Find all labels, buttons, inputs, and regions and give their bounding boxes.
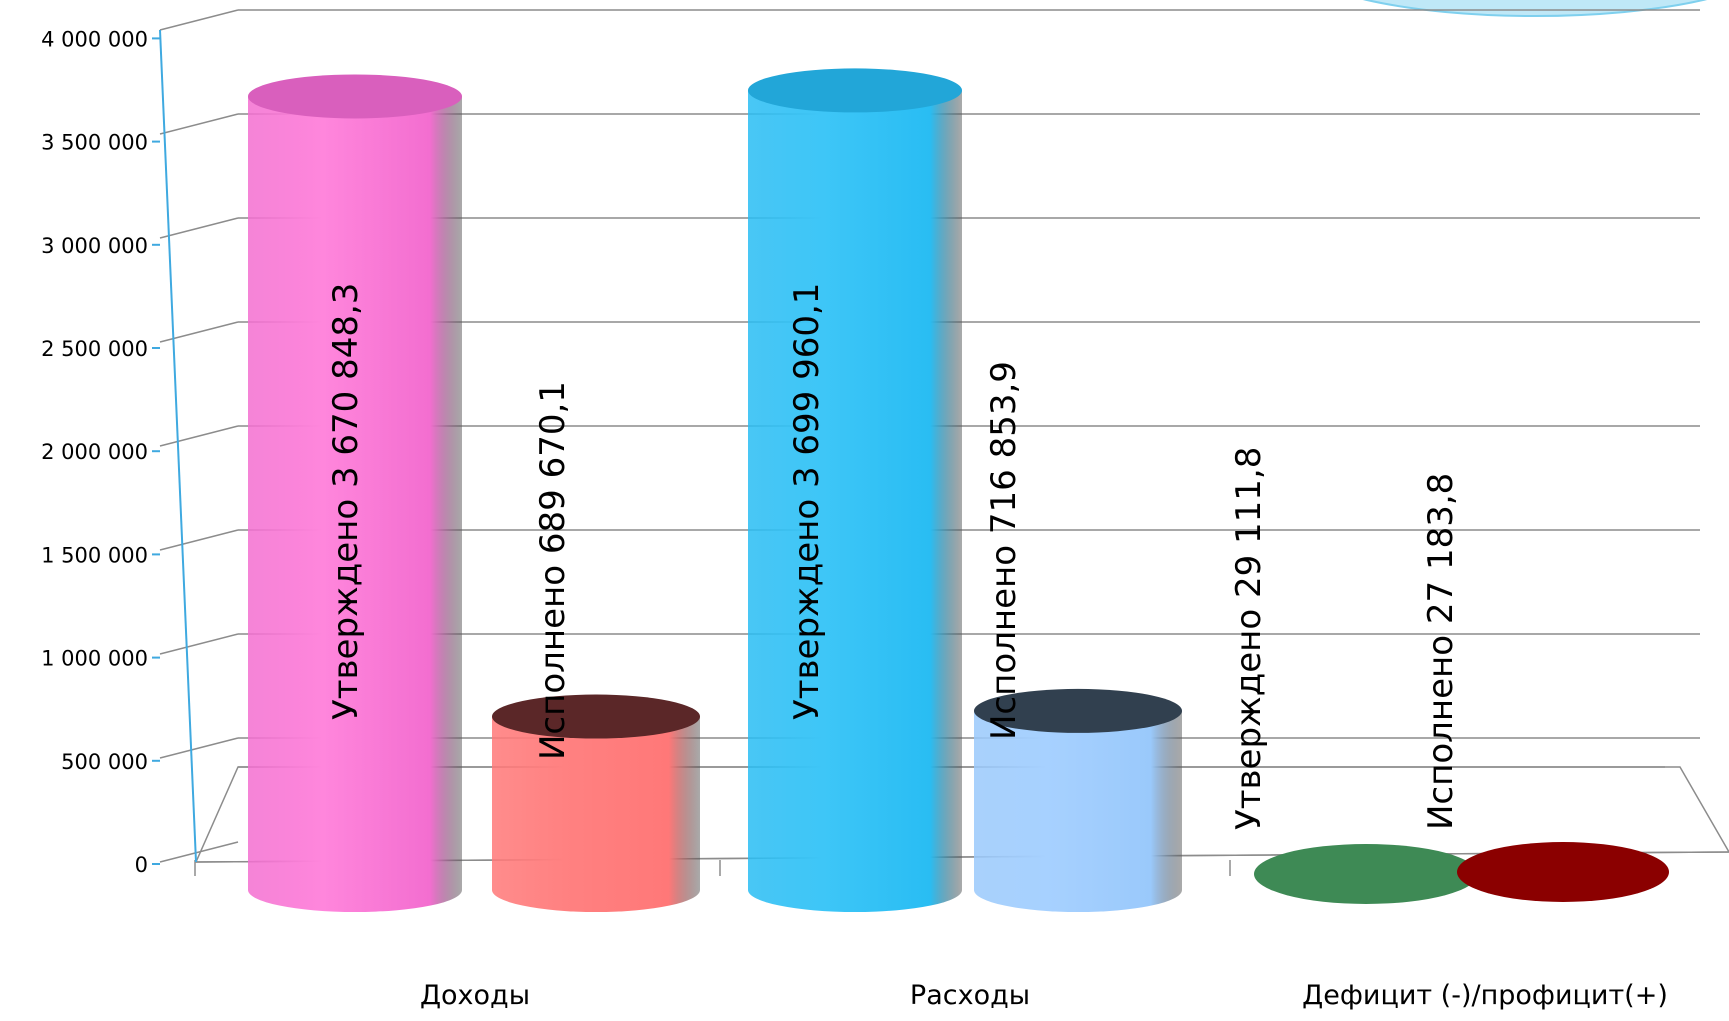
y-tick-label: 4 000 000 — [41, 27, 148, 51]
gridline-diagonal — [159, 217, 239, 239]
y-tick-label: 500 000 — [61, 750, 148, 774]
bar-body — [492, 716, 700, 912]
data-label: Исполнено 716 853,9 — [984, 361, 1024, 740]
data-label: Исполнено 689 670,1 — [533, 381, 573, 760]
gridline-diagonal — [159, 425, 239, 447]
bar — [748, 68, 962, 912]
data-labels: Утверждено 3 670 848,3 Исполнено 689 670,… — [326, 283, 1461, 830]
category-label: Дефицит (-)/профицит(+) — [1302, 980, 1668, 1011]
bar-body — [748, 90, 962, 912]
bar-body — [248, 96, 462, 912]
y-tick-labels: 0 500 000 1 000 000 1 500 000 2 000 000 2 500… — [41, 27, 148, 877]
gridline-diagonal — [159, 113, 239, 135]
bar-body — [974, 710, 1182, 912]
decorative-ellipse-group — [1362, 0, 1708, 17]
bars — [248, 68, 1669, 912]
y-tick-label: 2 500 000 — [41, 337, 148, 361]
y-axis-line — [159, 29, 197, 863]
gridline-diagonal — [159, 321, 239, 343]
gridline-diagonal — [159, 737, 239, 759]
bar-disc — [1254, 844, 1478, 904]
y-tick-label: 1 500 000 — [41, 543, 148, 567]
y-tick-label: 3 000 000 — [41, 234, 148, 258]
data-label: Утверждено 3 670 848,3 — [326, 283, 366, 720]
gridline-diagonal — [159, 633, 239, 655]
y-tick-label: 2 000 000 — [41, 440, 148, 464]
data-label: Утверждено 29 111,8 — [1229, 447, 1269, 830]
bar-cap — [748, 68, 962, 113]
y-tick-label: 1 000 000 — [41, 647, 148, 671]
bar-cap — [974, 688, 1182, 733]
decorative-ellipse — [1362, 0, 1708, 17]
category-labels: Доходы Расходы Дефицит (-)/профицит(+) — [420, 980, 1668, 1011]
data-label: Утверждено 3 699 960,1 — [787, 283, 827, 720]
gridline-diagonal — [159, 841, 239, 863]
gridlines — [159, 9, 1729, 876]
bar-cap — [492, 694, 700, 739]
category-label: Доходы — [420, 980, 530, 1011]
bar — [492, 694, 700, 912]
y-tick-label: 3 500 000 — [41, 131, 148, 155]
y-tick-label: 0 — [135, 853, 148, 877]
bar-cap — [248, 74, 462, 119]
bar — [1457, 842, 1669, 902]
bar — [248, 74, 462, 912]
bar-disc — [1457, 842, 1669, 902]
data-label: Исполнено 27 183,8 — [1421, 473, 1461, 830]
bar — [974, 688, 1182, 912]
category-label: Расходы — [910, 980, 1030, 1011]
y-axis — [152, 29, 197, 865]
bar — [1254, 844, 1478, 904]
gridline-diagonal — [159, 529, 239, 551]
gridline-diagonal — [159, 9, 239, 31]
